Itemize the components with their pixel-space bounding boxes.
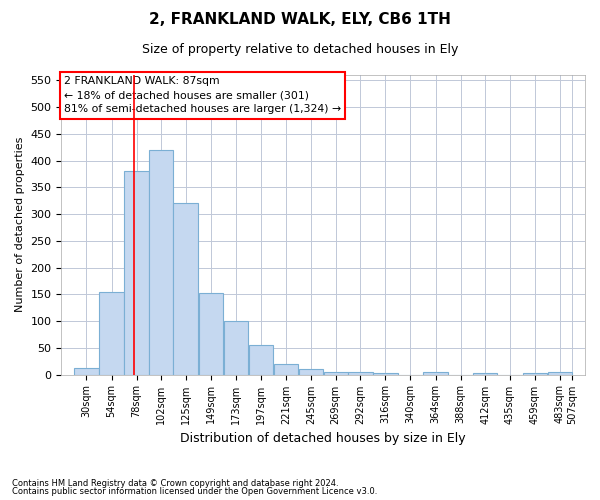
Bar [99, 292, 124, 374]
Bar [173, 204, 198, 374]
Bar [199, 292, 223, 374]
Bar [249, 345, 273, 374]
Bar [74, 368, 99, 374]
Bar [348, 372, 373, 374]
Bar [373, 373, 398, 374]
Text: Size of property relative to detached houses in Ely: Size of property relative to detached ho… [142, 42, 458, 56]
Bar [423, 372, 448, 374]
X-axis label: Distribution of detached houses by size in Ely: Distribution of detached houses by size … [181, 432, 466, 445]
Bar [299, 369, 323, 374]
Text: Contains public sector information licensed under the Open Government Licence v3: Contains public sector information licen… [12, 488, 377, 496]
Bar [548, 372, 572, 374]
Bar [274, 364, 298, 374]
Bar [324, 372, 347, 374]
Y-axis label: Number of detached properties: Number of detached properties [15, 137, 25, 312]
Bar [124, 171, 149, 374]
Text: 2 FRANKLAND WALK: 87sqm
← 18% of detached houses are smaller (301)
81% of semi-d: 2 FRANKLAND WALK: 87sqm ← 18% of detache… [64, 76, 341, 114]
Bar [224, 321, 248, 374]
Bar [149, 150, 173, 374]
Text: Contains HM Land Registry data © Crown copyright and database right 2024.: Contains HM Land Registry data © Crown c… [12, 478, 338, 488]
Text: 2, FRANKLAND WALK, ELY, CB6 1TH: 2, FRANKLAND WALK, ELY, CB6 1TH [149, 12, 451, 28]
